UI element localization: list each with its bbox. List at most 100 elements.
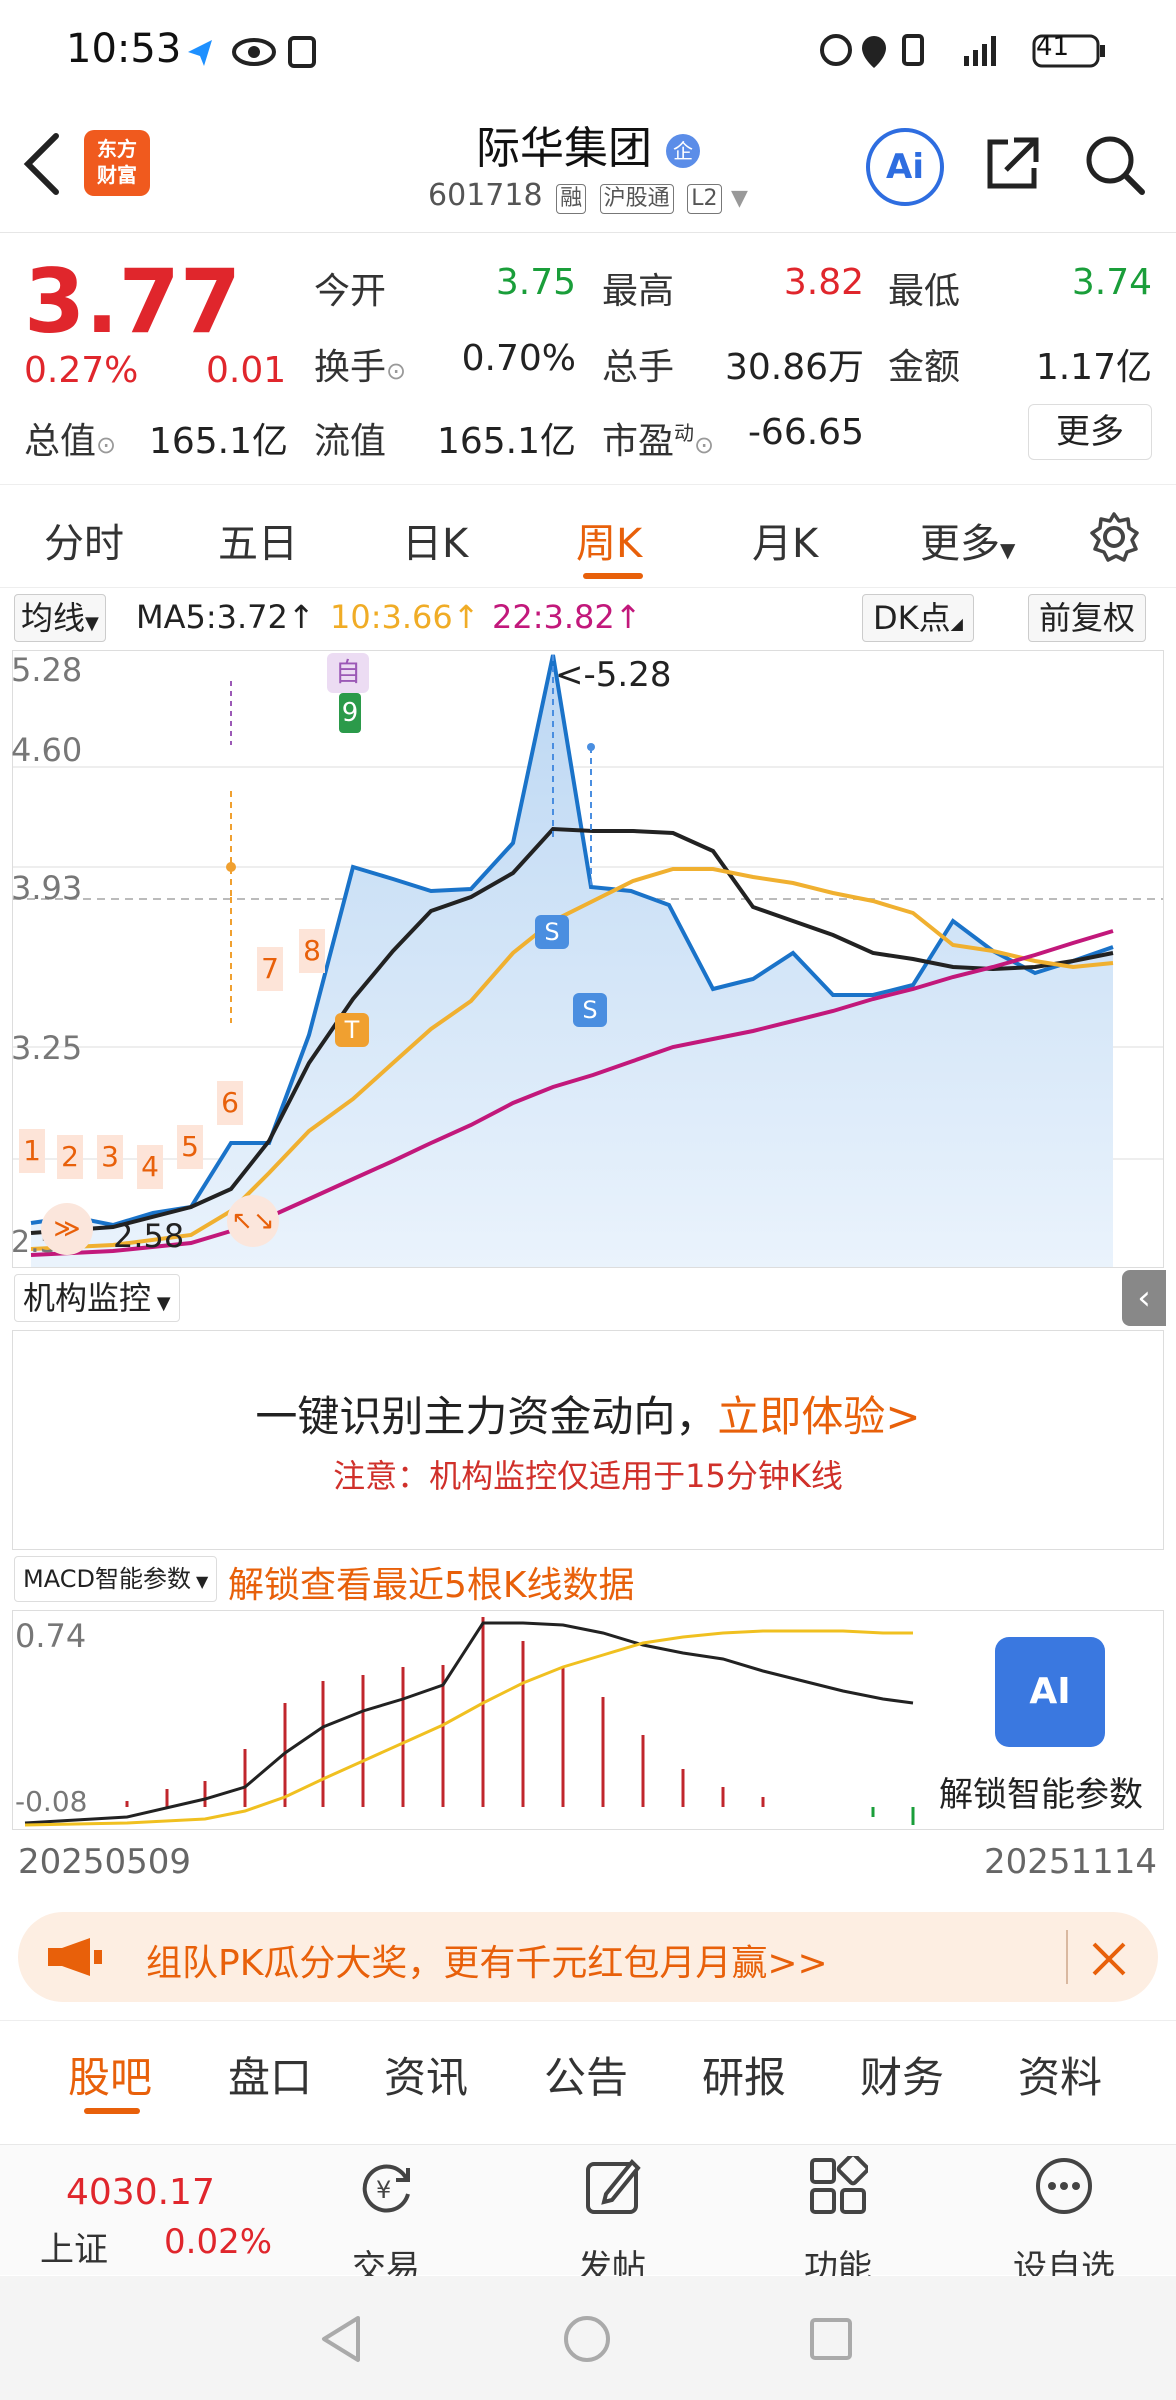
kline-chart[interactable]: 5.28 4.60 3.93 3.25 2.57 <-5.28 2.58 1 2…: [11, 650, 1164, 1268]
pe-sup: 动: [674, 421, 695, 445]
turnover-label-text: 换手: [314, 347, 387, 388]
amount-value: 1.17亿: [1035, 347, 1152, 388]
tab-news[interactable]: 资讯: [384, 2053, 469, 2102]
news-tabs: [0, 2020, 1176, 2121]
turnover-label: 换手⊙: [314, 338, 406, 390]
status-icons-left: [188, 36, 316, 68]
macd-unlock-text[interactable]: 解锁查看最近5根K线数据: [228, 1565, 635, 1606]
system-home-icon[interactable]: [562, 2314, 612, 2364]
float-label: 流值: [314, 421, 387, 462]
sequence-marker: 3: [97, 1135, 123, 1179]
back-icon[interactable]: [22, 132, 62, 196]
collapse-arrows-icon[interactable]: ≫: [41, 1203, 93, 1255]
volume-label: 总手: [602, 347, 675, 388]
tab-monthly-k[interactable]: 月K: [752, 521, 819, 567]
tag-level2: L2: [687, 184, 722, 214]
ma-selector[interactable]: 均线▼: [14, 594, 106, 642]
chevron-down-icon[interactable]: ▼: [731, 186, 748, 211]
system-back-icon[interactable]: [318, 2314, 364, 2364]
chevron-left-icon[interactable]: ‹: [1122, 1270, 1166, 1326]
index-name[interactable]: 上证: [40, 2230, 108, 2270]
institution-note: 注意：机构监控仅适用于15分钟K线: [333, 1457, 843, 1495]
info-icon[interactable]: ⊙: [386, 357, 407, 385]
float-value: 165.1亿: [436, 421, 576, 462]
low-value: 3.74: [1071, 262, 1152, 303]
status-time: 10:53: [66, 26, 182, 72]
sequence-marker: 8: [299, 929, 325, 973]
institution-selector[interactable]: 机构监控 ▼: [14, 1274, 180, 1322]
post-edit-icon[interactable]: [584, 2156, 642, 2216]
institution-selector-label: 机构监控: [23, 1279, 152, 1317]
macd-bars: [125, 1617, 765, 1807]
tab-research[interactable]: 研报: [702, 2053, 787, 2102]
ai-button[interactable]: Ai: [866, 128, 944, 206]
low-marker: 2.58: [113, 1217, 185, 1255]
dk-point-selector[interactable]: DK点◢: [862, 594, 974, 642]
amount-label: 金额: [888, 347, 961, 388]
date-start: 20250509: [18, 1842, 192, 1882]
logo-text-2: 财富: [97, 163, 137, 187]
promo-banner[interactable]: 组队PK瓜分大奖，更有千元红包月月赢>>: [18, 1912, 1158, 2002]
tab-five-day[interactable]: 五日: [218, 521, 298, 567]
macd-selector[interactable]: MACD智能参数 ▼: [14, 1556, 218, 1602]
tab-weekly-k[interactable]: 周K: [576, 521, 643, 567]
info-icon[interactable]: ⊙: [694, 431, 715, 459]
megaphone-icon: [48, 1938, 102, 1976]
svg-text:¥: ¥: [376, 2176, 391, 2204]
tab-order-book[interactable]: 盘口: [228, 2053, 313, 2102]
info-icon[interactable]: ⊙: [96, 431, 117, 459]
close-icon[interactable]: [1090, 1940, 1128, 1978]
macd-y-top: 0.74: [15, 1617, 87, 1655]
unlock-card[interactable]: AI 解锁智能参数: [919, 1611, 1163, 1829]
change-abs: 0.01: [206, 350, 287, 391]
dif-line: [24, 1621, 914, 1825]
tab-more[interactable]: 更多▼: [920, 511, 1015, 569]
more-dots-icon[interactable]: [1034, 2156, 1094, 2216]
tab-profile[interactable]: 资料: [1018, 2053, 1103, 2102]
ma5-value: MA5:3.72↑: [136, 598, 315, 636]
open-value: 3.75: [495, 262, 576, 303]
function-grid-icon[interactable]: [808, 2156, 868, 2216]
dea-line: [24, 1629, 913, 1827]
turnover-value: 0.70%: [461, 338, 576, 379]
kline-svg: [13, 654, 1163, 1267]
divider: [1066, 1930, 1068, 1984]
caret-down-icon: ▼: [151, 1293, 171, 1314]
low-label: 最低: [888, 271, 961, 312]
self-marker: 自: [327, 653, 369, 693]
pe-value: -66.65: [747, 412, 864, 453]
ma5-line: [30, 826, 1114, 1235]
caret-down-icon: ▼: [190, 1572, 209, 1591]
sequence-marker: 7: [257, 947, 283, 991]
promo-text: 组队PK瓜分大奖，更有千元红包月月赢>>: [146, 1943, 828, 1984]
adjust-button[interactable]: 前复权: [1028, 594, 1147, 642]
high-value: 3.82: [783, 262, 864, 303]
ma10-text: 10:3.66: [330, 598, 453, 636]
tab-finance[interactable]: 财务: [860, 2053, 945, 2102]
search-icon[interactable]: [1084, 134, 1146, 196]
more-button[interactable]: 更多: [1028, 404, 1152, 460]
caret-down-icon: ▼: [85, 613, 99, 634]
tab-more-label: 更多: [920, 521, 1000, 567]
settings-gear-icon[interactable]: [1088, 511, 1140, 563]
tab-daily-k[interactable]: 日K: [402, 521, 469, 567]
index-pct[interactable]: 0.02%: [164, 2222, 273, 2262]
volume-value: 30.86万: [724, 347, 864, 388]
page-title: 际华集团 企: [0, 112, 1176, 176]
kline-area-fill: [31, 655, 1113, 1267]
tab-intraday[interactable]: 分时: [44, 521, 124, 567]
try-now-link[interactable]: 立即体验>: [717, 1392, 921, 1441]
open-label: 今开: [314, 271, 387, 312]
tab-guba[interactable]: 股吧: [68, 2053, 153, 2102]
trade-yen-icon[interactable]: ¥: [356, 2158, 416, 2218]
tab-announcements[interactable]: 公告: [544, 2053, 629, 2102]
change-pct: 0.27%: [24, 350, 139, 391]
sequence-marker: 1: [19, 1129, 45, 1173]
index-value[interactable]: 4030.17: [66, 2172, 215, 2213]
expand-arrows-icon[interactable]: ↖↘: [227, 1195, 279, 1247]
institution-headline-text: 一键识别主力资金动向，: [255, 1392, 718, 1441]
stock-code: 601718: [428, 178, 543, 213]
system-recents-icon[interactable]: [808, 2316, 854, 2362]
share-icon[interactable]: [984, 136, 1040, 192]
sequence-marker: 6: [217, 1081, 243, 1125]
